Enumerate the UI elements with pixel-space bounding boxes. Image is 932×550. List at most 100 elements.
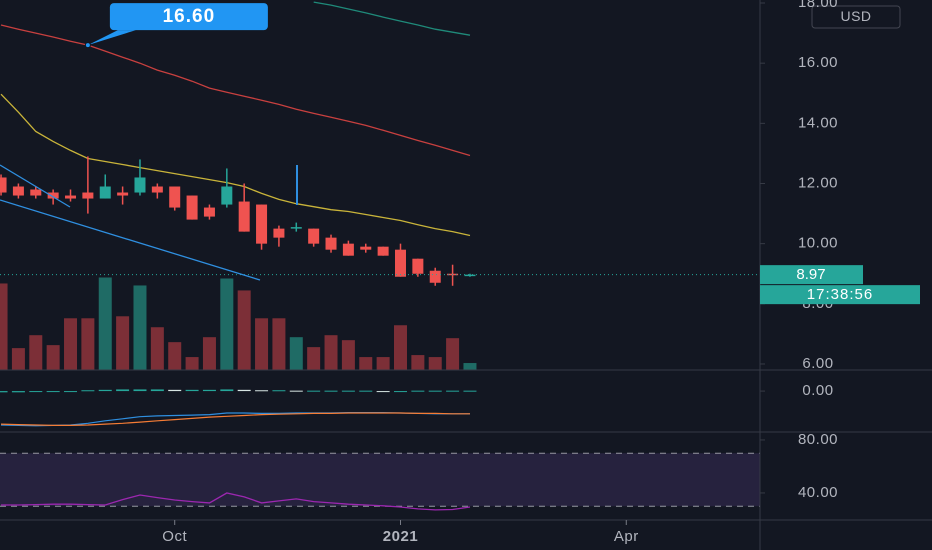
macd-histogram-bar: [237, 389, 251, 392]
macd-histogram-bar: [185, 389, 199, 392]
macd-histogram-bar: [0, 391, 8, 393]
trend-line: [0, 199, 261, 281]
y-tick-label: 40.00: [798, 484, 838, 501]
candle-body: [256, 204, 268, 244]
volume-bar: [307, 347, 321, 370]
moving-average: [313, 1, 471, 36]
currency-box[interactable]: [811, 5, 901, 29]
moving-average: [0, 24, 471, 157]
x-tick-label: 2021: [383, 528, 418, 545]
macd-histogram-bar: [463, 390, 477, 392]
rsi-line: [1, 492, 471, 511]
countdown-label: 17:38:56: [807, 286, 873, 303]
volume-bar: [11, 348, 25, 370]
volume-bar: [185, 357, 199, 370]
candle-body: [429, 270, 441, 283]
macd-histogram-bar: [255, 390, 269, 392]
currency: USD: [840, 8, 871, 24]
volume-bar: [428, 357, 442, 370]
y-tick-label: 16.00: [798, 54, 838, 71]
macd-histogram-bar: [272, 390, 286, 392]
macd-histogram-bar: [376, 391, 390, 393]
macd-histogram-bar: [411, 390, 425, 392]
moving-average: [0, 93, 471, 237]
candle-body: [65, 195, 77, 199]
last-price-box: [760, 265, 863, 285]
volume-bar: [168, 342, 182, 370]
candle-body: [0, 177, 7, 193]
candle-body: [30, 189, 42, 196]
rsi-band-fill: [0, 453, 760, 507]
candle-body: [47, 192, 59, 199]
x-tick-label: Apr: [614, 528, 639, 545]
macd-histogram-bar: [359, 390, 373, 392]
candle-body: [394, 249, 406, 277]
candle-body: [12, 186, 24, 196]
y-tick-label: 6.00: [802, 355, 833, 372]
macd-histogram-bar: [81, 390, 95, 392]
macd-histogram-bar: [428, 390, 442, 392]
macd-histogram-bar: [220, 389, 234, 392]
y-tick-label: 14.00: [798, 114, 838, 131]
candle-body: [221, 186, 233, 205]
y-tick-label: 12.00: [798, 174, 838, 191]
volume-bar: [116, 316, 130, 370]
macd-histogram-bar: [11, 391, 25, 393]
macd-histogram-bar: [46, 391, 60, 393]
volume-bar: [393, 325, 407, 370]
y-tick-label: 80.00: [798, 431, 838, 448]
volume-bar: [29, 335, 43, 370]
countdown-box: [760, 285, 920, 305]
last-price-label: 8.97: [796, 266, 825, 283]
x-tick-label: Oct: [162, 528, 187, 545]
callout-box: [109, 3, 268, 31]
volume-bar: [463, 363, 477, 370]
candle-body: [377, 246, 389, 256]
candle-body: [203, 207, 215, 217]
macd-histogram-bar: [29, 391, 43, 393]
macd-histogram-bar: [446, 390, 460, 392]
candle-body: [238, 201, 250, 232]
volume-bar: [0, 283, 8, 370]
callout-point: [84, 42, 91, 49]
volume-bar: [341, 340, 355, 370]
volume-bar: [81, 318, 95, 370]
panes: [0, 1, 760, 511]
volume-bar: [324, 335, 338, 370]
macd-histogram-bar: [202, 389, 216, 392]
macd-histogram-bar: [393, 391, 407, 393]
signal-line: [0, 412, 470, 426]
volume-bar: [64, 318, 78, 370]
volume-bar: [359, 357, 373, 370]
macd-histogram-bar: [324, 390, 338, 392]
volume-bar: [376, 357, 390, 370]
candle-body: [342, 243, 354, 256]
candle-body: [290, 227, 302, 229]
candle-body: [308, 228, 320, 244]
volume-bar: [289, 337, 303, 370]
callout-pointer: [87, 30, 136, 46]
candle-body: [82, 192, 94, 199]
candle-body: [134, 177, 146, 193]
volume-bar: [255, 318, 269, 370]
macd-histogram-bar: [64, 391, 78, 393]
trend-line: [0, 164, 71, 208]
volume-bar: [446, 338, 460, 370]
volume-bar: [272, 318, 286, 370]
macd-histogram-bar: [168, 389, 182, 392]
macd-histogram-bar: [289, 390, 303, 392]
candle-body: [151, 186, 163, 193]
candle-body: [360, 246, 372, 250]
macd-histogram-bar: [150, 389, 164, 392]
volume-bar: [133, 285, 147, 370]
candle-body: [325, 237, 337, 250]
volume-bar: [220, 278, 234, 370]
volume-bar: [202, 337, 216, 370]
candle-body: [273, 228, 285, 238]
y-tick-label: 0.00: [802, 382, 833, 399]
callout-label: 16.60: [163, 6, 216, 27]
volume-bar: [411, 355, 425, 370]
macd-histogram-bar: [98, 389, 112, 392]
candle-body: [186, 195, 198, 220]
